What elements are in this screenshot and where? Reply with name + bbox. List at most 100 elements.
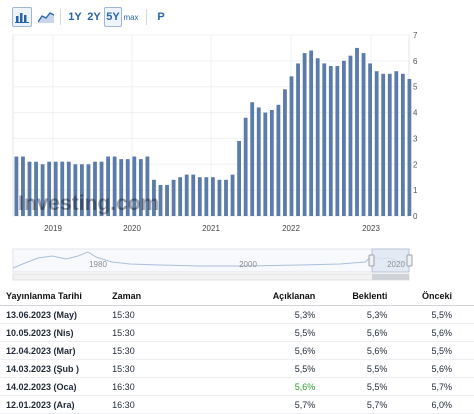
bar — [256, 107, 261, 216]
bar — [309, 50, 314, 217]
cell-release-date: 14.03.2023 (Şub ) — [0, 359, 109, 378]
y-tick-label: 3 — [413, 134, 418, 143]
table-row: 10.05.2023 (Nis) 15:30 5,5% 5,6% 5,6% — [0, 323, 474, 342]
bar — [250, 102, 255, 216]
bar — [86, 164, 91, 216]
bar — [374, 71, 379, 216]
cell-release-date: 10.05.2023 (Nis) — [0, 323, 109, 342]
table-row: 14.03.2023 (Şub ) 15:30 5,5% 5,5% 5,6% — [0, 359, 474, 378]
navigator-handle-left — [368, 254, 375, 267]
y-tick-label: 4 — [413, 109, 418, 118]
bar — [73, 164, 78, 216]
y-tick-label: 0 — [413, 212, 418, 221]
header-forecast: Beklenti — [319, 287, 392, 306]
bar — [237, 141, 241, 216]
range-1y-button[interactable]: 1Y — [68, 11, 82, 23]
cell-time: 15:30 — [108, 359, 246, 378]
p-button[interactable]: P — [157, 11, 165, 23]
table-header-row: Yayınlanma Tarihi Zaman Açıklanan Beklen… — [0, 287, 474, 306]
cell-time: 16:30 — [108, 395, 246, 414]
bar — [269, 109, 274, 216]
bar — [243, 117, 248, 216]
cell-previous: 5,5% — [391, 305, 474, 324]
cell-forecast: 5,5% — [319, 359, 392, 378]
area-chart-icon[interactable] — [36, 7, 56, 27]
bar — [158, 184, 163, 216]
cell-time: 15:30 — [108, 323, 246, 342]
bar — [112, 156, 117, 216]
navigator-label: 1980 — [89, 260, 107, 269]
cell-forecast: 5,6% — [319, 341, 392, 360]
x-tick-label: 2020 — [123, 224, 141, 233]
cell-actual: 5,5% — [245, 323, 320, 342]
cell-forecast: 5,6% — [319, 323, 392, 342]
cell-previous: 5,6% — [391, 359, 474, 378]
bar — [184, 174, 189, 216]
header-previous: Önceki — [391, 287, 474, 306]
cell-actual: 5,3% — [245, 305, 320, 324]
navigator-label: 2000 — [239, 260, 257, 269]
investing-watermark: Investing.com — [18, 192, 159, 215]
bar — [289, 76, 294, 216]
bar — [322, 63, 327, 216]
header-release-date: Yayınlanma Tarihi — [0, 287, 109, 306]
bar — [211, 177, 215, 216]
bar — [204, 177, 209, 216]
cell-previous: 5,6% — [391, 323, 474, 342]
toolbar-divider — [146, 9, 147, 25]
bar — [302, 53, 307, 216]
bar — [21, 156, 25, 216]
bar — [342, 60, 346, 216]
bar — [66, 161, 71, 216]
cell-previous: 5,7% — [391, 377, 474, 396]
table-row: 12.01.2023 (Ara) 16:30 5,7% 5,7% 6,0% — [0, 395, 474, 414]
bar — [99, 161, 104, 216]
bar — [296, 63, 300, 216]
bar — [14, 156, 19, 216]
range-max-button[interactable]: max — [123, 12, 139, 22]
cell-time: 16:30 — [108, 377, 246, 396]
bar — [47, 161, 52, 216]
bar — [40, 164, 45, 216]
x-tick-label: 2019 — [44, 224, 62, 233]
bar — [355, 47, 359, 216]
bar — [119, 159, 124, 216]
y-tick-label: 2 — [413, 160, 418, 169]
bar — [224, 179, 228, 216]
bar — [53, 161, 58, 216]
cell-forecast: 5,5% — [319, 377, 392, 396]
bar — [106, 156, 110, 216]
header-time: Zaman — [108, 287, 246, 306]
bar — [27, 161, 32, 216]
bar — [328, 66, 333, 217]
header-actual: Açıklanan — [245, 287, 320, 306]
cell-forecast: 5,3% — [319, 305, 392, 324]
bar — [335, 66, 340, 217]
chart-toolbar: 1Y 2Y 5Y max P — [0, 0, 474, 33]
bar — [230, 174, 235, 216]
table-row: 13.06.2023 (May) 15:30 5,3% 5,3% 5,5% — [0, 305, 474, 324]
bar — [93, 161, 97, 216]
bar — [361, 53, 366, 216]
cell-forecast: 5,7% — [319, 395, 392, 414]
cell-previous: 6,0% — [391, 395, 474, 414]
bar-chart-icon[interactable] — [12, 7, 32, 27]
cell-release-date: 12.01.2023 (Ara) — [0, 395, 109, 414]
bar — [165, 184, 169, 216]
navigator-label: 2020 — [387, 260, 405, 269]
range-5y-button[interactable]: 5Y — [104, 7, 122, 27]
cell-time: 15:30 — [108, 341, 246, 360]
cell-actual: 5,5% — [245, 359, 320, 378]
bar — [381, 73, 386, 217]
bar — [138, 159, 143, 216]
bar — [80, 164, 84, 216]
cell-actual: 5,6% — [245, 341, 320, 360]
bar — [152, 179, 156, 216]
bar — [400, 73, 405, 217]
navigator-scrollbar-thumb — [372, 274, 409, 280]
range-2y-button[interactable]: 2Y — [87, 11, 101, 23]
y-tick-label: 6 — [413, 57, 418, 66]
bar — [34, 161, 38, 216]
x-tick-label: 2022 — [282, 224, 300, 233]
bar — [263, 112, 268, 216]
